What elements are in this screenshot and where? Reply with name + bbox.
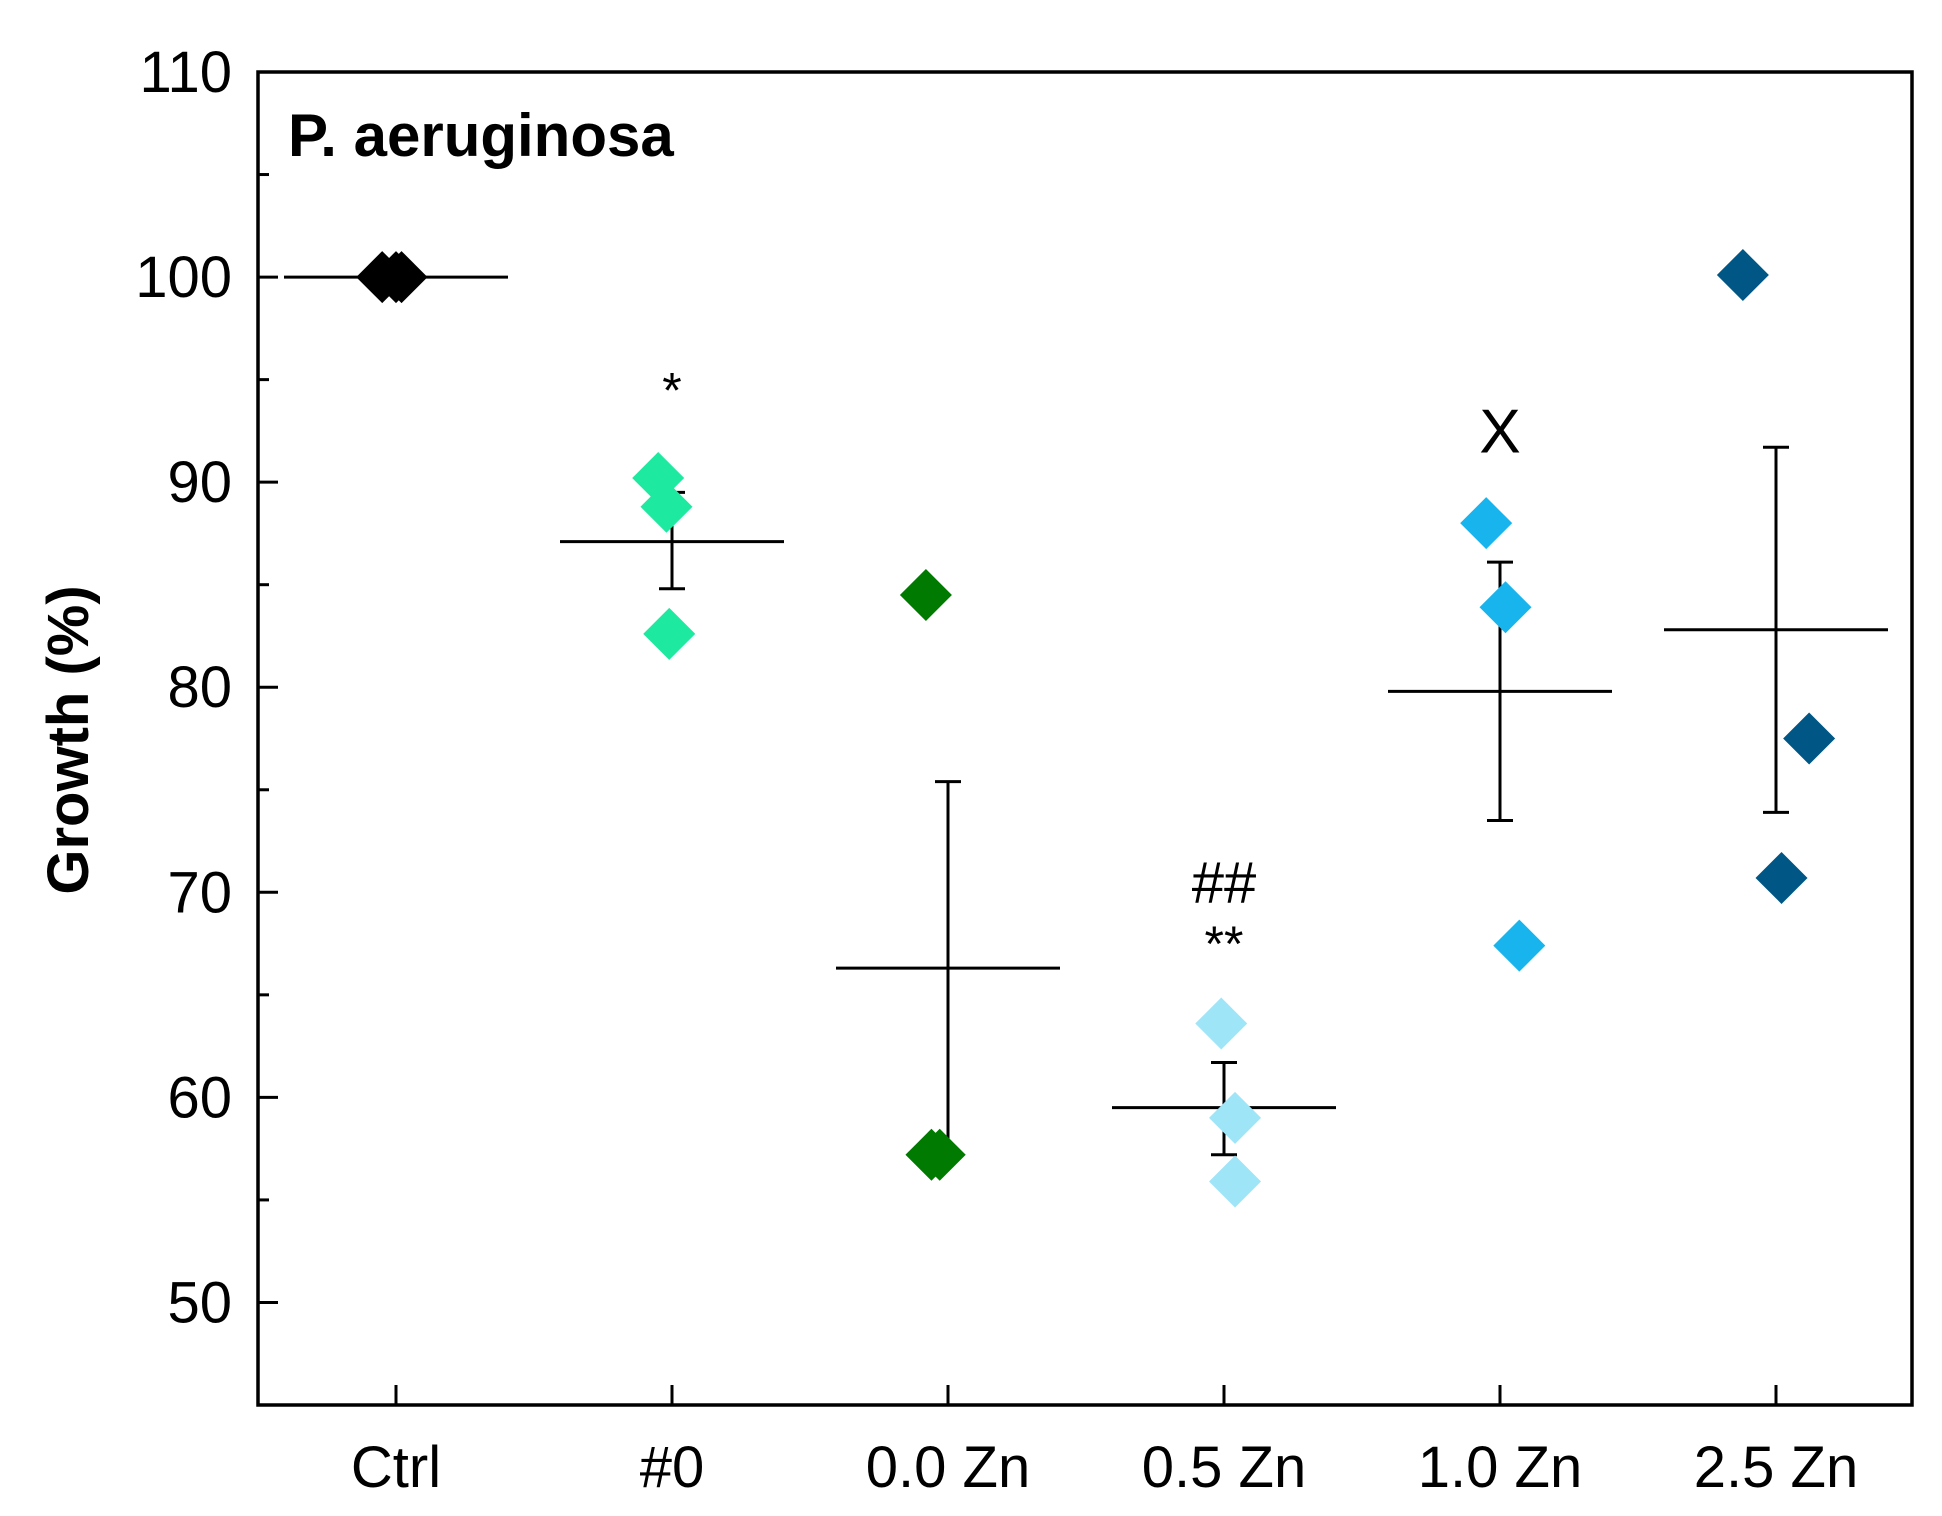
data-point-diamond [1493,919,1546,972]
significance-annotation: ## [1192,850,1257,915]
data-point-diamond [1783,712,1836,765]
x-tick-label: #0 [640,1435,705,1500]
data-point-diamond [1209,1155,1262,1208]
data-point-diamond [1479,581,1532,634]
y-tick-label: 70 [167,860,232,925]
y-axis-label: Growth (%) [36,585,101,894]
y-tick-label: 50 [167,1270,232,1335]
y-tick-label: 100 [135,245,232,310]
label-layer: 50 60 70 80 90 100 110 Ctrl #0 0.0 Zn 0.5 Zn 1.0 Zn… [135,40,1858,1500]
y-tick-label: 90 [167,450,232,515]
y-tick-label: 80 [167,655,232,720]
significance-annotation: * [662,362,681,418]
data-point-diamond [1460,497,1513,550]
x-tick-label: 2.5 Zn [1694,1435,1858,1500]
x-tick-label: 0.0 Zn [866,1435,1030,1500]
data-point-diamond [1209,1091,1262,1144]
data-point-diamond [640,480,693,533]
significance-annotation: X [1479,398,1520,467]
error-bar-layer [284,275,1888,1157]
data-point-diamond [1755,851,1808,904]
plot-frame [256,70,1914,1407]
x-tick-label: Ctrl [351,1435,441,1500]
x-tick-label: 0.5 Zn [1142,1435,1306,1500]
x-tick-label: 1.0 Zn [1418,1435,1582,1500]
data-point-diamond [913,1128,966,1181]
data-point-diamond [1716,249,1769,302]
data-point-diamond [899,568,952,621]
data-point-layer [356,249,1836,1208]
chart-title: P. aeruginosa [288,102,674,169]
data-point-diamond [643,607,696,660]
y-tick-label: 110 [140,40,232,105]
significance-annotation: ** [1205,916,1244,972]
data-point-diamond [1195,997,1248,1050]
data-point-diamond [375,251,428,304]
axes-layer [256,70,1914,1407]
y-tick-label: 60 [167,1065,232,1130]
